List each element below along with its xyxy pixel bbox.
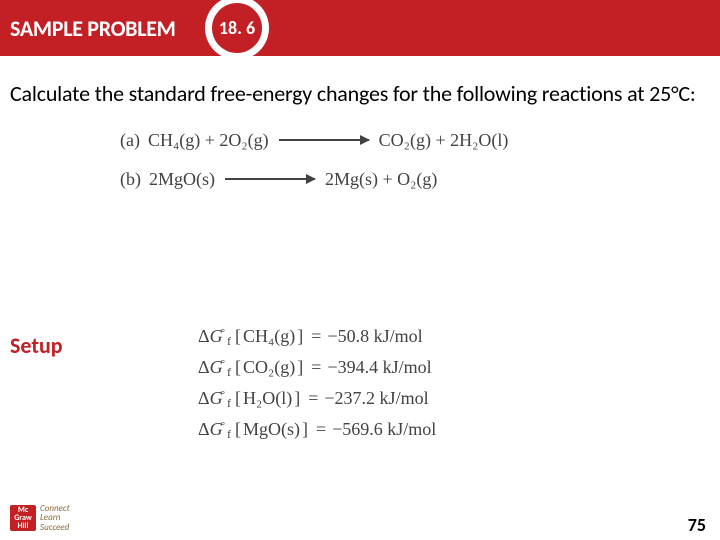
reaction-label: (b)	[120, 169, 141, 190]
publisher-logo: Mc Graw Hill Connect Learn Succeed	[10, 504, 70, 532]
reaction-lhs: 2MgO(s)	[149, 169, 215, 190]
logo-line: Hill	[18, 522, 29, 530]
species: CH₄(g)	[243, 326, 295, 347]
delta-g-symbol: ΔG°f	[198, 388, 231, 409]
open-bracket: [	[235, 326, 241, 347]
page-number: 75	[688, 514, 706, 536]
species: MgO(s)	[243, 419, 300, 440]
equals: =	[311, 326, 321, 347]
problem-number-badge: 18. 6	[205, 0, 269, 60]
equals: =	[316, 419, 326, 440]
header-title: SAMPLE PROBLEM	[0, 15, 176, 42]
reaction-arrow-icon	[225, 178, 315, 180]
tagline-line: Succeed	[40, 523, 70, 532]
reaction-arrow-icon	[279, 139, 369, 141]
delta-g-symbol: ΔG°f	[198, 326, 231, 347]
open-bracket: [	[235, 357, 241, 378]
value: −394.4 kJ/mol	[327, 357, 497, 378]
body: Calculate the standard free-energy chang…	[0, 56, 720, 190]
delta-g-symbol: ΔG°f	[198, 357, 231, 378]
close-bracket: ]	[294, 388, 300, 409]
setup-row: ΔG°f [ CO₂(g) ] = −394.4 kJ/mol	[198, 357, 502, 378]
value: −237.2 kJ/mol	[324, 388, 494, 409]
header-bar: SAMPLE PROBLEM 18. 6	[0, 0, 720, 56]
close-bracket: ]	[297, 326, 303, 347]
reaction-row: (b) 2MgO(s) 2Mg(s) + O₂(g)	[10, 169, 710, 190]
delta-g-symbol: ΔG°f	[198, 419, 231, 440]
equals: =	[308, 388, 318, 409]
setup-row: ΔG°f [ CH₄(g) ] = −50.8 kJ/mol	[198, 326, 502, 347]
reaction-rhs: 2Mg(s) + O₂(g)	[325, 169, 437, 190]
prompt-text: Calculate the standard free-energy chang…	[10, 80, 710, 108]
species: CO₂(g)	[243, 357, 295, 378]
open-bracket: [	[235, 419, 241, 440]
open-bracket: [	[235, 388, 241, 409]
logo-tagline: Connect Learn Succeed	[40, 504, 70, 532]
reaction-lhs: CH₄(g) + 2O₂(g)	[148, 130, 269, 151]
close-bracket: ]	[297, 357, 303, 378]
value: −50.8 kJ/mol	[327, 326, 497, 347]
reaction-label: (a)	[120, 130, 140, 151]
species: H₂O(l)	[243, 388, 292, 409]
value: −569.6 kJ/mol	[332, 419, 502, 440]
reaction-rhs: CO₂(g) + 2H₂O(l)	[379, 130, 509, 151]
logo-mark-icon: Mc Graw Hill	[10, 505, 36, 531]
setup-row: ΔG°f [ H₂O(l) ] = −237.2 kJ/mol	[198, 388, 502, 409]
reactions-block: (a) CH₄(g) + 2O₂(g) CO₂(g) + 2H₂O(l) (b)…	[10, 130, 710, 190]
reaction-row: (a) CH₄(g) + 2O₂(g) CO₂(g) + 2H₂O(l)	[10, 130, 710, 151]
equals: =	[311, 357, 321, 378]
setup-block: ΔG°f [ CH₄(g) ] = −50.8 kJ/mol ΔG°f [ CO…	[198, 326, 502, 450]
setup-label: Setup	[10, 332, 63, 359]
close-bracket: ]	[302, 419, 308, 440]
setup-row: ΔG°f [ MgO(s) ] = −569.6 kJ/mol	[198, 419, 502, 440]
problem-number: 18. 6	[212, 3, 262, 53]
